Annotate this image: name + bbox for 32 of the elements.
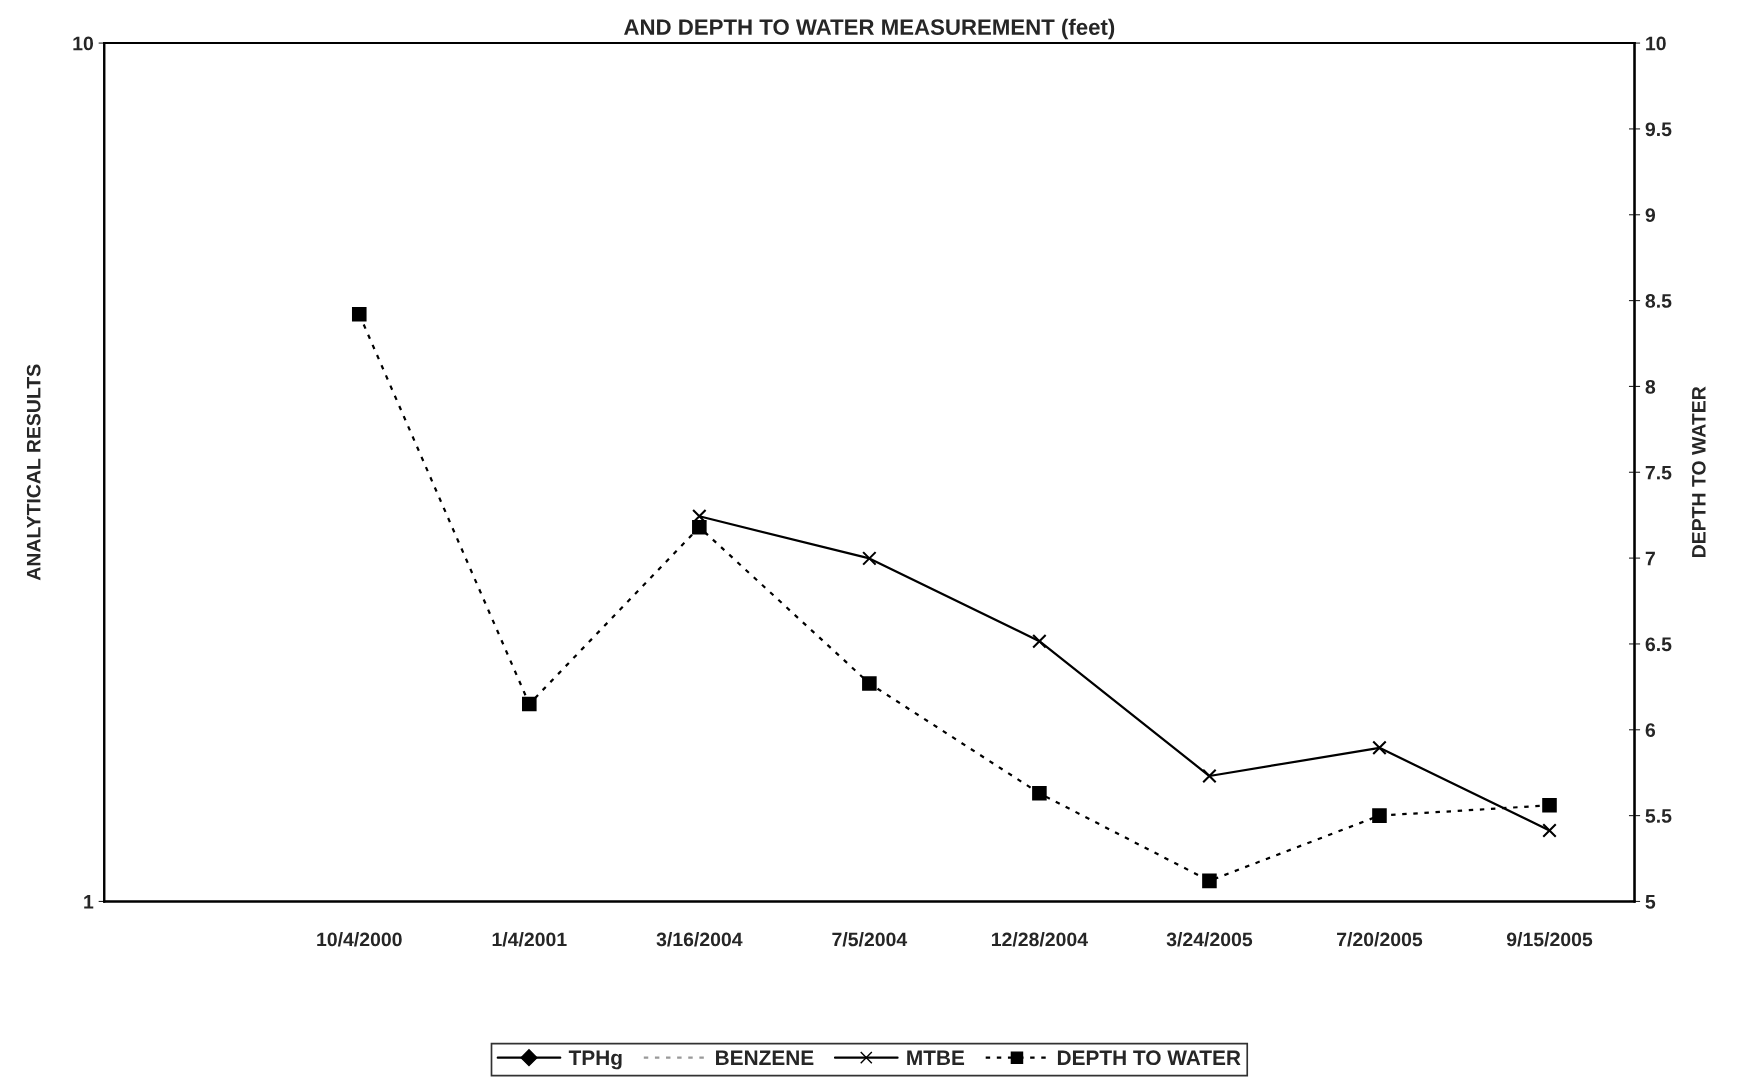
y2-axis-title: DEPTH TO WATER xyxy=(1691,386,1706,558)
x-tick-label: 12/28/2004 xyxy=(991,932,1088,947)
y2-tick-label: 9.5 xyxy=(1645,122,1672,137)
point xyxy=(1372,740,1387,756)
y2-tick-label: 6.5 xyxy=(1645,637,1672,652)
legend-label: TPHg xyxy=(568,1050,622,1070)
x-tick-label: 1/4/2001 xyxy=(492,932,567,947)
y2-tick-label: 7.5 xyxy=(1645,465,1672,480)
x-tick-label: 7/20/2005 xyxy=(1337,932,1423,947)
point xyxy=(862,551,877,566)
x-tick-label: 9/15/2005 xyxy=(1506,932,1593,947)
y2-tick-label: 9 xyxy=(1645,208,1656,222)
point xyxy=(1202,768,1217,784)
point xyxy=(1032,633,1047,649)
x-tick-label: 10/4/2000 xyxy=(317,932,402,947)
y2-tick-label: 10 xyxy=(1646,36,1666,51)
legend-label: BENZENE xyxy=(716,1050,814,1065)
x-tick-label: 3/16/2004 xyxy=(656,932,743,947)
point xyxy=(1542,823,1557,838)
y2-tick-label: 5.5 xyxy=(1645,809,1672,823)
x-tick-label: 3/24/2005 xyxy=(1166,932,1253,947)
y2-tick-label: 7 xyxy=(1645,551,1655,566)
legend-label: DEPTH TO WATER xyxy=(1057,1050,1241,1066)
y2-tick-label: 8.5 xyxy=(1645,294,1672,308)
y2-tick-label: 5 xyxy=(1645,895,1656,909)
legend-label: MTBE xyxy=(907,1050,965,1065)
x-tick-label: 7/5/2004 xyxy=(832,932,908,947)
chart-title: AND DEPTH TO WATER MEASUREMENT (feet) xyxy=(624,18,1115,40)
y2-tick-label: 6 xyxy=(1645,723,1656,738)
y-tick-label: 1 xyxy=(84,895,94,909)
y2-tick-label: 8 xyxy=(1645,379,1656,394)
y-axis-title: ANALYTICAL RESULTS xyxy=(26,364,41,581)
